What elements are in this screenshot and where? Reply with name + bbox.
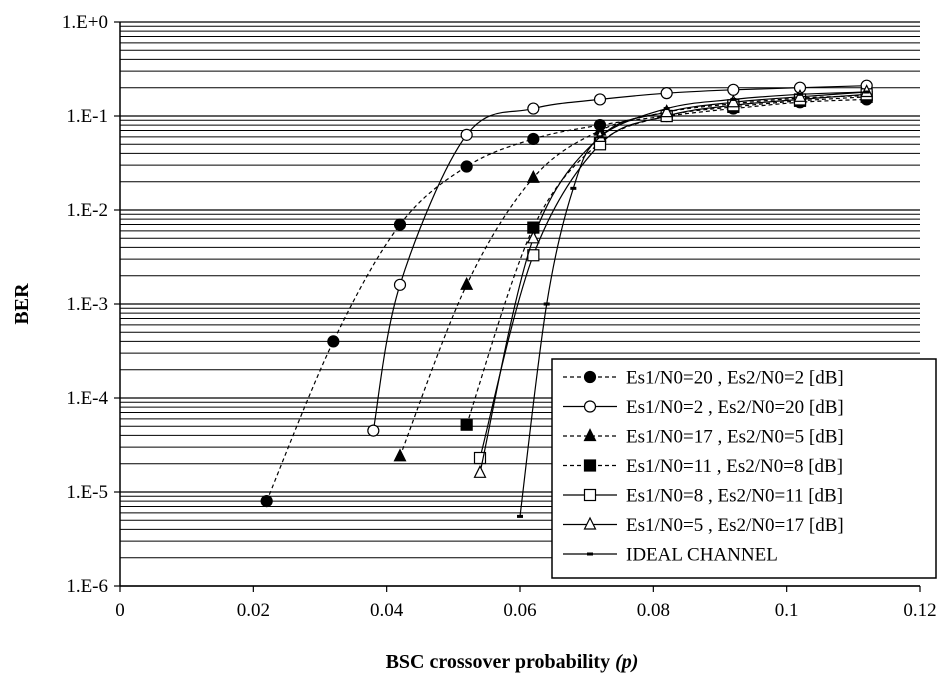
- data-point: [367, 424, 380, 437]
- data-point: [660, 104, 674, 118]
- data-point: [583, 370, 597, 384]
- series-7: [517, 90, 870, 518]
- legend: Es1/N0=20 , Es2/N0=2 [dB] Es1/N0=2 , Es2/…: [551, 358, 937, 579]
- data-point: [583, 459, 597, 472]
- legend-entry: Es1/N0=11 , Es2/N0=8 [dB]: [563, 456, 843, 477]
- legend-label: Es1/N0=20 , Es2/N0=2 [dB]: [626, 368, 844, 389]
- x-tick-label: 0.08: [637, 600, 670, 621]
- data-point: [460, 276, 474, 290]
- legend-entry: Es1/N0=8 , Es2/N0=11 [dB]: [563, 486, 843, 507]
- data-point: [393, 448, 407, 462]
- x-axis-title-variable: (p): [615, 651, 638, 673]
- y-tick-label: 1.E-1: [66, 106, 108, 127]
- series-line: [519, 91, 867, 517]
- y-axis-title: BER: [11, 283, 33, 325]
- data-point: [726, 94, 740, 108]
- y-axis-ticks: 1.E+0 1.E-1 1.E-2 1.E-3 1.E-4 1.E-5 1.E-6: [62, 12, 120, 597]
- x-axis-title-text: BSC crossover probability: [386, 651, 610, 673]
- data-point: [663, 107, 670, 111]
- data-point: [473, 451, 487, 465]
- x-tick-label: 0.06: [503, 600, 536, 621]
- data-point: [527, 132, 540, 146]
- data-point: [660, 87, 673, 100]
- legend-entry: Es1/N0=5 , Es2/N0=17 [dB]: [563, 515, 844, 536]
- data-point: [517, 514, 523, 518]
- legend-label: Es1/N0=17 , Es2/N0=5 [dB]: [626, 427, 844, 448]
- legend-entry: IDEAL CHANNEL: [563, 545, 778, 566]
- y-tick-label: 1.E-3: [66, 294, 108, 315]
- x-tick-label: 0.04: [370, 600, 404, 621]
- data-point: [570, 186, 577, 190]
- data-point: [583, 400, 597, 413]
- data-point: [583, 516, 597, 530]
- legend-label: Es1/N0=8 , Es2/N0=11 [dB]: [626, 486, 843, 507]
- data-point: [730, 97, 737, 101]
- data-point: [593, 93, 607, 106]
- legend-box: [551, 358, 937, 579]
- y-tick-label: 1.E-6: [66, 576, 108, 597]
- data-point: [527, 102, 540, 115]
- x-tick-label: 0.12: [903, 600, 936, 621]
- data-point: [460, 128, 473, 141]
- y-tick-label: 1.E-5: [66, 482, 108, 503]
- data-point: [727, 83, 740, 96]
- data-point: [460, 418, 473, 431]
- data-point: [583, 488, 597, 502]
- data-point: [583, 428, 597, 442]
- legend-label: Es1/N0=5 , Es2/N0=17 [dB]: [626, 515, 844, 536]
- legend-label: Es1/N0=2 , Es2/N0=20 [dB]: [626, 397, 844, 418]
- x-tick-label: 0: [115, 600, 125, 621]
- data-point: [597, 135, 603, 139]
- data-point: [863, 90, 870, 94]
- legend-entry: Es1/N0=20 , Es2/N0=2 [dB]: [563, 368, 844, 389]
- series-layer: [260, 79, 874, 518]
- y-tick-label: 1.E-2: [66, 200, 108, 221]
- x-tick-label: 0.02: [237, 600, 270, 621]
- x-tick-label: 0.1: [775, 600, 799, 621]
- x-axis-ticks: 0 0.02 0.04 0.06 0.08 0.1 0.12: [115, 586, 937, 621]
- y-tick-label: 1.E+0: [62, 12, 108, 33]
- legend-entry: Es1/N0=17 , Es2/N0=5 [dB]: [563, 427, 844, 448]
- data-point: [473, 464, 487, 478]
- data-point: [393, 278, 407, 291]
- legend-label: Es1/N0=11 , Es2/N0=8 [dB]: [626, 456, 843, 477]
- data-point: [526, 230, 540, 244]
- x-axis-title: BSC crossover probability (p): [386, 651, 639, 673]
- data-point: [327, 335, 340, 348]
- data-point: [543, 302, 550, 306]
- data-point: [393, 218, 407, 231]
- y-tick-label: 1.E-4: [66, 388, 108, 409]
- data-point: [260, 495, 273, 508]
- data-point: [587, 552, 593, 556]
- data-point: [460, 160, 473, 173]
- legend-label: IDEAL CHANNEL: [626, 545, 778, 566]
- legend-entry: Es1/N0=2 , Es2/N0=20 [dB]: [563, 397, 844, 418]
- series-2: [367, 79, 873, 437]
- data-point: [797, 92, 803, 96]
- data-point: [526, 169, 540, 183]
